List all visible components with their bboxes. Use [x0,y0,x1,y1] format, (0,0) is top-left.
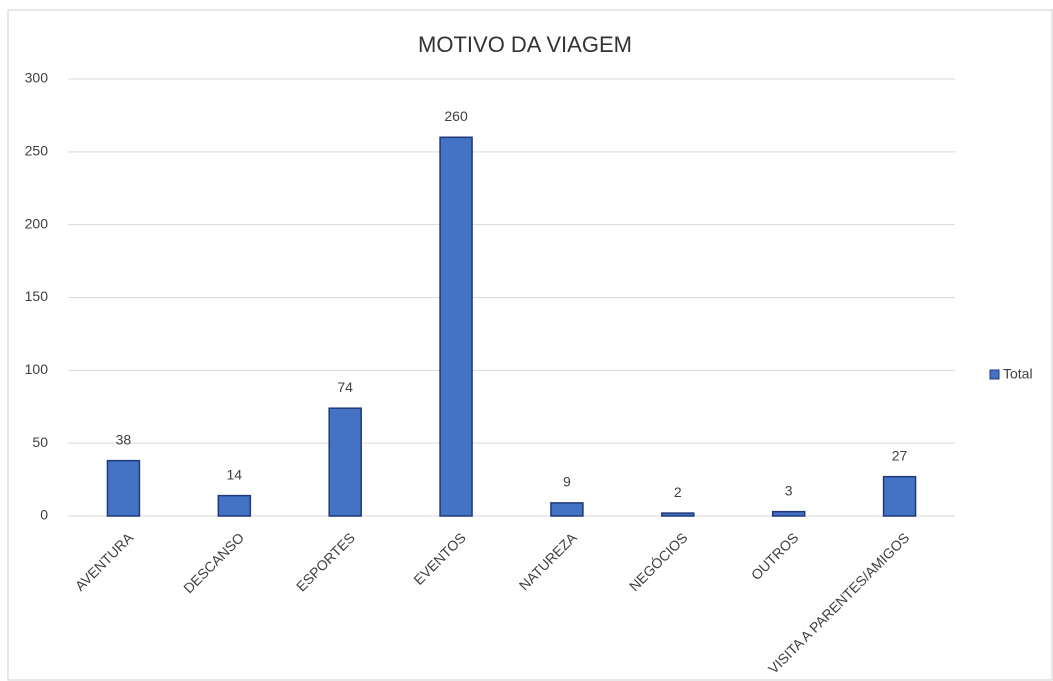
y-tick-label: 300 [25,70,49,86]
y-tick-label: 100 [25,361,49,377]
y-tick-label: 250 [25,143,49,159]
data-label: 74 [337,379,353,395]
bar [439,136,473,517]
bar [550,502,584,517]
y-tick-label: 50 [32,434,48,450]
data-label: 2 [674,484,682,500]
bar [661,512,695,517]
y-tick-label: 150 [25,288,49,304]
data-label: 14 [227,466,243,482]
y-tick-label: 200 [25,215,49,231]
bar [771,510,806,517]
data-label: 9 [563,474,571,490]
bar [882,475,917,517]
bar [106,459,141,517]
data-label: 27 [892,447,908,463]
legend-swatch [989,369,1000,380]
data-label: 3 [785,482,793,498]
bar [328,407,362,517]
bar [217,494,252,517]
chart-title: MOTIVO DA VIAGEM [418,32,632,57]
y-tick-label: 0 [40,507,48,523]
legend-label: Total [1003,366,1033,382]
data-label: 260 [444,108,468,124]
chart-border [7,9,1053,681]
data-label: 38 [116,431,132,447]
